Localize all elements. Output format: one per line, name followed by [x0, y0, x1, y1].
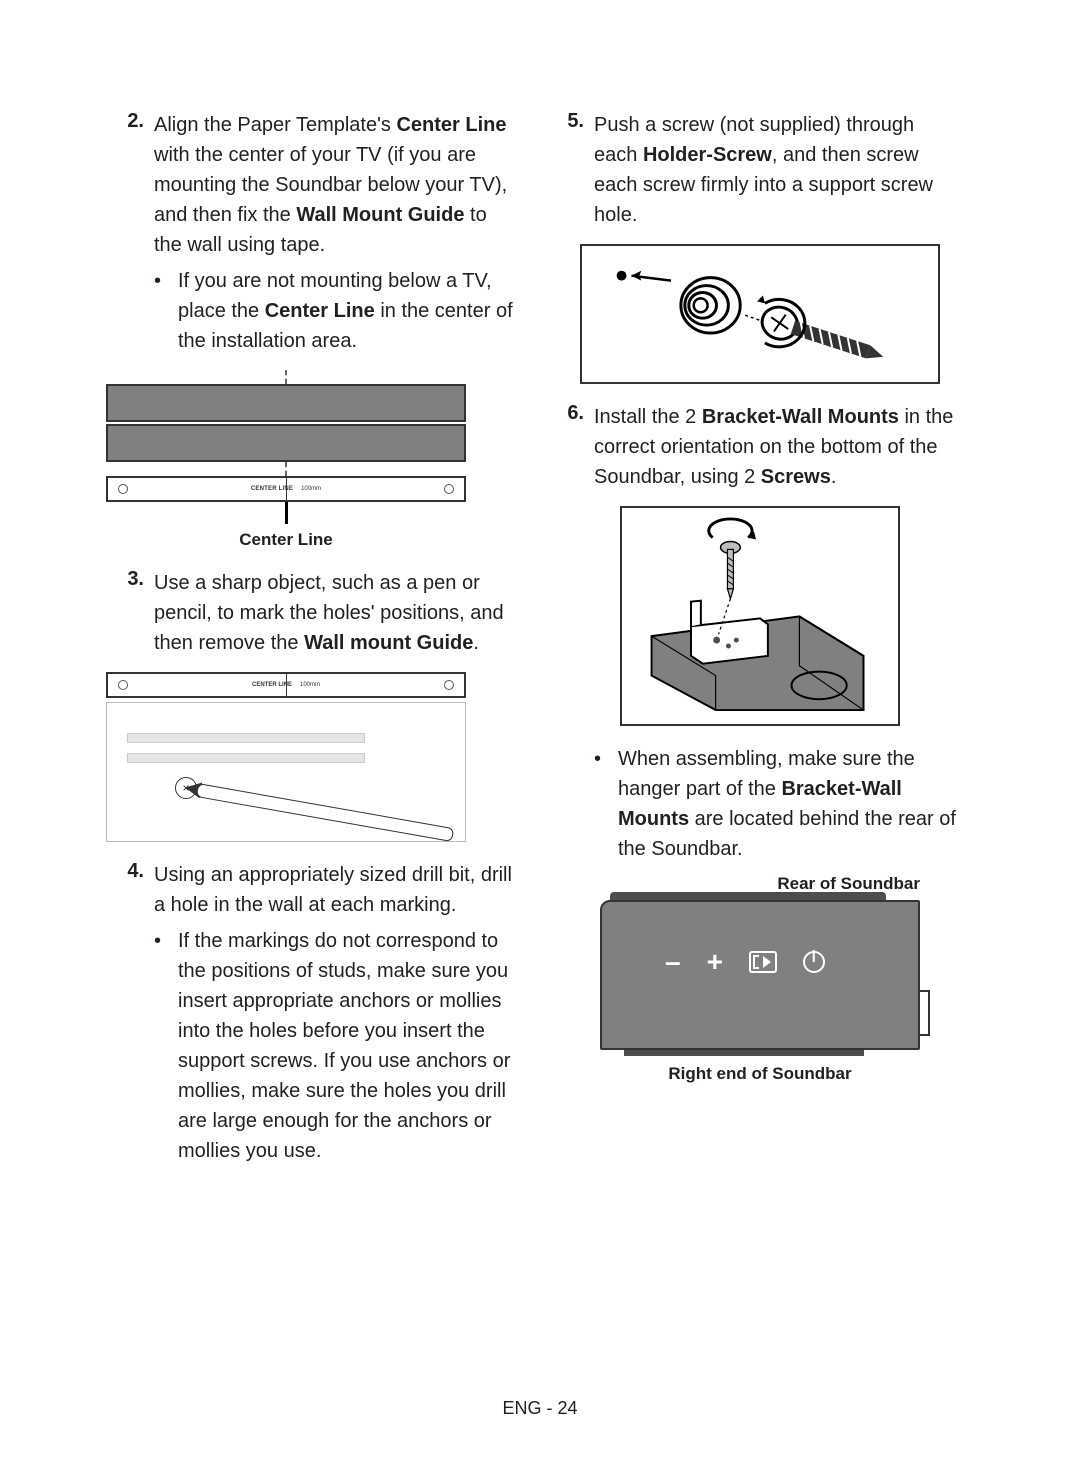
step-4: 4. Using an appropriately sized drill bi… [120, 860, 520, 1166]
hole-icon [444, 484, 454, 494]
pencil-icon [196, 783, 454, 842]
step-number: 6. [560, 402, 584, 492]
figure-caption: Rear of Soundbar [777, 874, 920, 894]
hole-icon [444, 680, 454, 690]
figure-holder-screw [560, 244, 960, 384]
holder-screw-diagram [580, 244, 940, 384]
bullet-text: If you are not mounting below a TV, plac… [178, 266, 520, 356]
soundbar-side: × [106, 702, 466, 842]
step-4-bullet: • If the markings do not correspond to t… [154, 926, 520, 1166]
pointer-line-icon [285, 502, 288, 524]
source-icon [749, 951, 777, 973]
soundbar-groove [127, 733, 365, 743]
bullet-text: When assembling, make sure the hanger pa… [618, 744, 960, 864]
center-line-icon [286, 478, 287, 500]
step-3: 3. Use a sharp object, such as a pen or … [120, 568, 520, 658]
soundbar-bottom-edge [624, 1050, 864, 1056]
right-column: 5. Push a screw (not supplied) through e… [560, 110, 960, 1180]
rear-of-soundbar-diagram: – + [600, 900, 920, 1050]
figure-caption: Center Line [239, 530, 333, 550]
manual-page: 2. Align the Paper Template's Center Lin… [0, 0, 1080, 1240]
figure-bracket-mount [560, 506, 960, 726]
soundbar-top-edge [610, 892, 886, 900]
soundbar-control-icons: – + [602, 946, 888, 978]
bracket-svg [622, 508, 898, 725]
guide-label: 100mm [301, 486, 321, 492]
bullet-mark: • [154, 266, 168, 356]
step-number: 3. [120, 568, 144, 658]
figure-pencil-marking: CENTER LINE 100mm × [106, 672, 466, 842]
soundbar-groove [127, 753, 365, 763]
dash-line-icon [285, 462, 287, 476]
center-line-icon [286, 674, 287, 696]
step-6: 6. Install the 2 Bracket-Wall Mounts in … [560, 402, 960, 492]
hole-icon [118, 680, 128, 690]
tv-screen [106, 384, 466, 422]
page-footer: ENG - 24 [0, 1398, 1080, 1419]
arrow-right-icon [763, 956, 771, 968]
guide-label: 100mm [300, 682, 320, 688]
bracket-tab-icon [920, 990, 930, 1036]
wall-mount-guide: CENTER LINE 100mm [106, 476, 466, 502]
step-2-bullet: • If you are not mounting below a TV, pl… [154, 266, 520, 356]
wall-mount-guide: CENTER LINE 100mm [106, 672, 466, 698]
hole-icon [118, 484, 128, 494]
step-body: Using an appropriately sized drill bit, … [154, 860, 520, 1166]
step-6-bullet: • When assembling, make sure the hanger … [594, 744, 960, 864]
soundbar-body: – + [600, 900, 920, 1050]
step-text: Align the Paper Template's Center Line w… [154, 114, 507, 256]
step-number: 2. [120, 110, 144, 356]
bracket-mount-diagram [620, 506, 900, 726]
figure-caption: Right end of Soundbar [668, 1064, 851, 1084]
step-text: Use a sharp object, such as a pen or pen… [154, 568, 520, 658]
figure-rear-of-soundbar: Rear of Soundbar – + [560, 868, 960, 1084]
step-2: 2. Align the Paper Template's Center Lin… [120, 110, 520, 356]
step-text: Install the 2 Bracket-Wall Mounts in the… [594, 402, 960, 492]
figure-center-line: CENTER LINE 100mm Center Line [106, 370, 466, 550]
volume-down-icon: – [665, 946, 681, 978]
step-text: Push a screw (not supplied) through each… [594, 110, 960, 230]
left-column: 2. Align the Paper Template's Center Lin… [120, 110, 520, 1180]
step-number: 4. [120, 860, 144, 1166]
holder-screw-svg [582, 246, 938, 384]
bullet-text: If the markings do not correspond to the… [178, 926, 520, 1166]
bullet-mark: • [154, 926, 168, 1166]
bullet-mark: • [594, 744, 608, 864]
step-text: Using an appropriately sized drill bit, … [154, 864, 512, 916]
step-5: 5. Push a screw (not supplied) through e… [560, 110, 960, 230]
step-number: 5. [560, 110, 584, 230]
step-body: Align the Paper Template's Center Line w… [154, 110, 520, 356]
dash-line-icon [285, 370, 287, 384]
power-icon [803, 951, 825, 973]
volume-up-icon: + [707, 946, 723, 978]
tv-screen [106, 424, 466, 462]
